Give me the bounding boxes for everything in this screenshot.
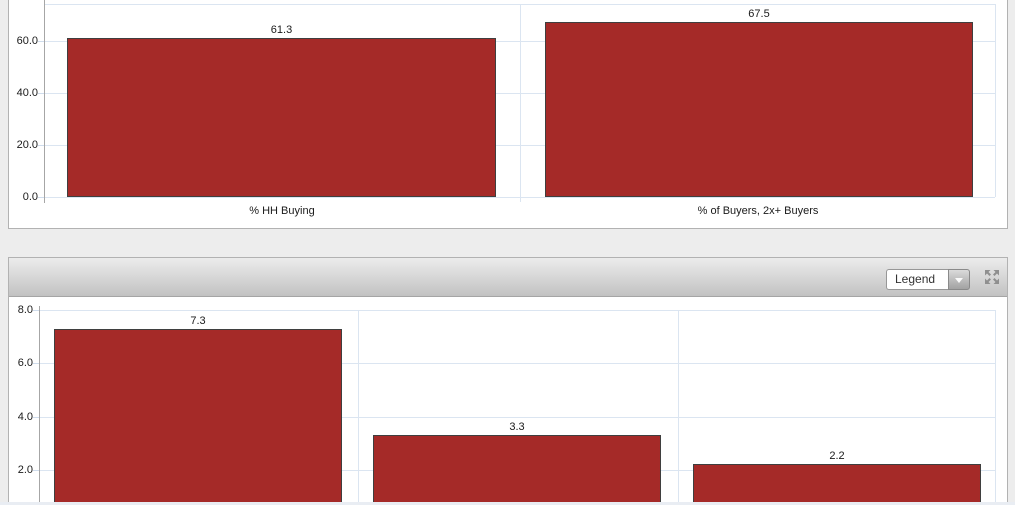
bar-value-label: 3.3 — [509, 421, 525, 433]
expand-button[interactable] — [984, 269, 1000, 285]
top-chart-panel: 60.0 40.0 20.0 0.0 61.3 67.5 % HH Buying… — [8, 0, 1008, 229]
gridline — [39, 363, 995, 364]
y-tick-label: 4.0 — [17, 411, 33, 423]
chevron-down-icon — [955, 278, 963, 283]
gridline — [39, 310, 995, 311]
top-chart-plot: 60.0 40.0 20.0 0.0 61.3 67.5 % HH Buying… — [9, 0, 1007, 228]
plot-top-frame — [44, 4, 995, 5]
expand-arrows-icon — [985, 270, 999, 284]
category-separator-gridline — [520, 4, 521, 202]
bottom-bar-2[interactable]: 3.3 — [373, 421, 661, 505]
y-axis-line — [39, 306, 40, 505]
gridline — [44, 41, 995, 42]
plot-right-frame — [995, 310, 996, 505]
bottom-bar-3[interactable]: 2.2 — [693, 450, 981, 505]
y-tick-label: 2.0 — [17, 464, 33, 476]
y-tick — [38, 145, 44, 146]
y-tick-label: 0.0 — [22, 191, 38, 203]
y-tick-label: 8.0 — [17, 304, 33, 316]
bottom-bar-1[interactable]: 7.3 — [54, 315, 342, 505]
bar-pct-of-buyers-2x[interactable]: 67.5 — [545, 8, 973, 197]
legend-dropdown-field[interactable]: Legend — [886, 269, 948, 290]
y-tick — [33, 470, 39, 471]
y-tick — [33, 310, 39, 311]
bottom-chart-plot: 8.0 6.0 4.0 2.0 7.3 3.3 2.2 — [9, 297, 1007, 505]
x-category-label: % of Buyers, 2x+ Buyers — [697, 205, 819, 217]
legend-dropdown[interactable]: Legend — [886, 269, 970, 290]
y-tick — [38, 197, 44, 198]
gridline — [39, 417, 995, 418]
y-tick — [38, 41, 44, 42]
y-axis-line — [44, 0, 45, 203]
bar-value-label: 61.3 — [270, 24, 293, 36]
y-tick — [38, 93, 44, 94]
bar-pct-hh-buying[interactable]: 61.3 — [67, 24, 496, 197]
y-tick-label: 20.0 — [16, 139, 38, 151]
plot-right-frame — [995, 4, 996, 197]
bottom-chart-panel: Legend — [8, 257, 1008, 505]
y-tick-label: 6.0 — [17, 357, 33, 369]
gridline — [44, 145, 995, 146]
x-category-label: % HH Buying — [249, 205, 315, 217]
bar-value-label: 2.2 — [829, 450, 845, 462]
bar-value-label: 7.3 — [190, 315, 206, 327]
category-separator-gridline — [678, 310, 679, 505]
bottom-edge-strip — [0, 502, 1015, 505]
bar-value-label: 67.5 — [748, 8, 770, 20]
legend-dropdown-button[interactable] — [948, 269, 970, 290]
gridline — [44, 93, 995, 94]
y-tick-label: 60.0 — [16, 35, 38, 47]
gridline-baseline — [44, 197, 995, 198]
chart-toolbar: Legend — [9, 258, 1007, 297]
y-tick — [33, 417, 39, 418]
category-separator-gridline — [358, 310, 359, 505]
y-tick — [33, 363, 39, 364]
y-tick-label: 40.0 — [16, 87, 38, 99]
